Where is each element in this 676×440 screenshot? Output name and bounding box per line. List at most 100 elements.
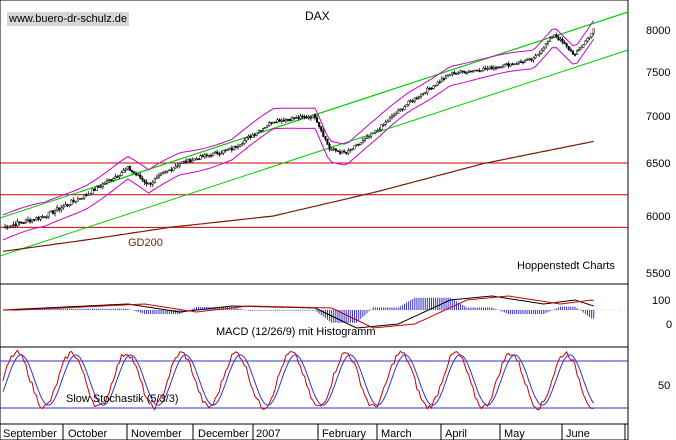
candle-body bbox=[320, 126, 323, 132]
candle-body bbox=[345, 152, 348, 154]
candle-body bbox=[521, 61, 525, 64]
candle-body bbox=[332, 148, 335, 150]
candle-body bbox=[503, 64, 506, 68]
candle-body bbox=[78, 198, 82, 200]
candle-body bbox=[110, 179, 113, 181]
candle-body bbox=[97, 186, 100, 188]
candle-body bbox=[480, 70, 483, 72]
stoch-k-line bbox=[2, 349, 594, 411]
candle-body bbox=[93, 188, 96, 191]
tick-label: 6500 bbox=[646, 158, 670, 170]
candle-body bbox=[328, 144, 331, 150]
candle-body bbox=[301, 115, 304, 118]
candle-body bbox=[411, 100, 414, 103]
candle-body bbox=[37, 217, 40, 220]
candle-body bbox=[401, 108, 404, 111]
candle-body bbox=[62, 205, 65, 209]
candle-body bbox=[18, 221, 21, 223]
candle-body bbox=[49, 210, 52, 213]
macd-line bbox=[2, 295, 594, 329]
candle-body bbox=[39, 216, 42, 220]
candle-body bbox=[184, 160, 188, 163]
candle-body bbox=[22, 222, 25, 224]
candle-body bbox=[261, 128, 265, 132]
candle-body bbox=[178, 163, 181, 166]
candle-body bbox=[139, 174, 142, 179]
candle-body bbox=[176, 165, 179, 167]
candle-body bbox=[149, 182, 152, 185]
candle-body bbox=[151, 182, 154, 185]
candle-body bbox=[297, 116, 300, 119]
candle-body bbox=[232, 145, 235, 151]
candle-body bbox=[424, 92, 427, 95]
candle-body bbox=[162, 172, 165, 175]
candle-body bbox=[557, 36, 560, 40]
candle-body bbox=[76, 198, 79, 202]
candle-body bbox=[538, 52, 541, 55]
stochastic-label: Slow Stochastik (5/3/3) bbox=[66, 393, 179, 405]
candle-body bbox=[24, 219, 27, 223]
candle-body bbox=[409, 100, 412, 103]
bollinger-upper bbox=[2, 20, 595, 216]
candle-body bbox=[417, 96, 421, 99]
candle-body bbox=[224, 149, 227, 152]
candle-body bbox=[457, 72, 460, 75]
candle-body bbox=[573, 54, 577, 56]
candle-body bbox=[361, 140, 364, 143]
candle-body bbox=[257, 130, 260, 134]
candle-body bbox=[507, 63, 510, 67]
candle-body bbox=[305, 116, 308, 119]
candle-body bbox=[70, 199, 73, 205]
bollinger-lower bbox=[2, 38, 595, 241]
candle-body bbox=[222, 150, 225, 154]
candle-body bbox=[397, 110, 400, 114]
candle-body bbox=[388, 117, 391, 122]
candle-body bbox=[546, 41, 550, 44]
tick-label: 50 bbox=[658, 380, 670, 392]
candle-body bbox=[160, 173, 163, 176]
candle-body bbox=[351, 148, 354, 151]
candle-body bbox=[565, 43, 568, 47]
candle-body bbox=[571, 50, 574, 55]
candle-body bbox=[45, 216, 48, 219]
candle-body bbox=[85, 194, 88, 196]
candle-body bbox=[484, 67, 487, 70]
candle-body bbox=[137, 174, 140, 177]
bollinger-bands bbox=[2, 20, 595, 241]
candle-body bbox=[20, 222, 23, 224]
candle-body bbox=[374, 130, 377, 133]
candle-body bbox=[187, 158, 190, 163]
candle-body bbox=[313, 114, 317, 118]
candle-body bbox=[249, 136, 252, 138]
candle-body bbox=[28, 219, 32, 223]
candle-body bbox=[80, 198, 84, 200]
signal-line bbox=[3, 295, 594, 329]
candle-body bbox=[170, 169, 173, 172]
candle-body bbox=[282, 119, 285, 122]
candle-body bbox=[569, 49, 572, 51]
candle-body bbox=[355, 144, 358, 146]
candle-body bbox=[182, 160, 186, 163]
candle-body bbox=[270, 122, 273, 124]
candle-body bbox=[478, 70, 481, 72]
candle-body bbox=[112, 178, 115, 181]
candle-body bbox=[530, 58, 533, 61]
candle-body bbox=[66, 204, 69, 206]
candle-body bbox=[586, 37, 589, 42]
macd-label: MACD (12/26/9) mit Histogramm bbox=[216, 326, 376, 338]
candle-body bbox=[253, 134, 256, 137]
candle-body bbox=[272, 121, 275, 124]
candle-body bbox=[440, 78, 443, 83]
candle-body bbox=[216, 151, 219, 154]
source-label: www.buero-dr-schulz.de bbox=[7, 12, 129, 26]
candle-body bbox=[463, 71, 466, 74]
chart-title: DAX bbox=[305, 9, 330, 23]
grid bbox=[0, 424, 626, 440]
candle-body bbox=[255, 132, 258, 136]
candle-body bbox=[89, 193, 92, 196]
candle-body bbox=[47, 211, 50, 218]
candle-body bbox=[511, 63, 514, 66]
candle-body bbox=[205, 154, 208, 157]
candle-body bbox=[499, 66, 502, 69]
candle-body bbox=[193, 158, 196, 161]
